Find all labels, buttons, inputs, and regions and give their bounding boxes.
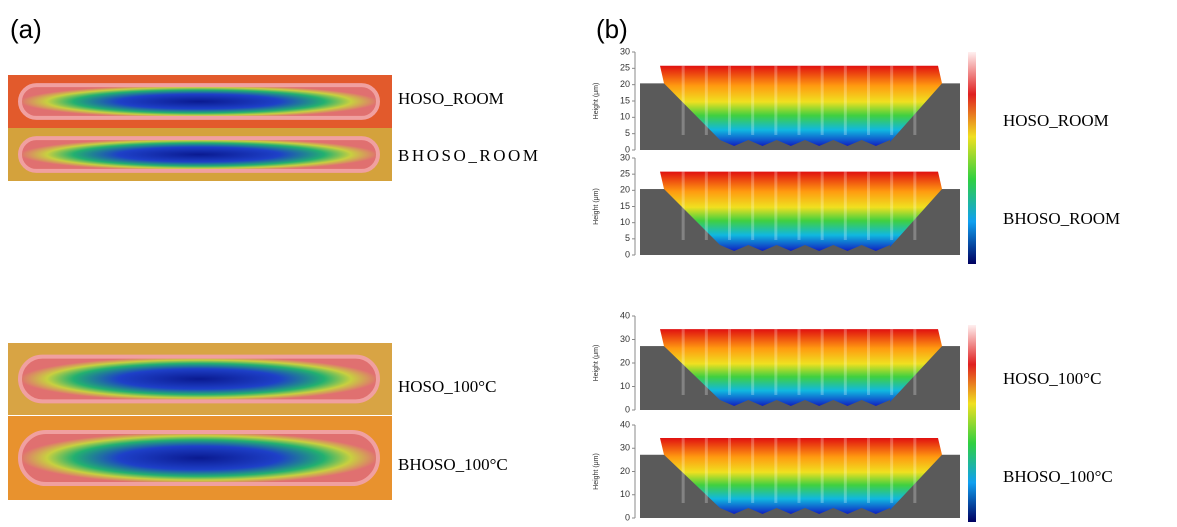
tick-label: 0: [625, 249, 630, 259]
sample-label: BHOSO_100°C: [398, 455, 508, 474]
tick-label: 30: [620, 334, 630, 344]
tick-label: 10: [620, 489, 630, 499]
tick-label: 20: [620, 79, 630, 89]
tick-label: 10: [620, 217, 630, 227]
panel-label: (a): [10, 14, 42, 44]
axis-label: Height (μm): [593, 83, 600, 120]
axis-label: Height (μm): [593, 345, 600, 382]
tick-label: 25: [620, 63, 630, 73]
axis-label: Height (μm): [593, 453, 600, 490]
tick-label: 20: [620, 185, 630, 195]
groove: [18, 429, 380, 487]
profile: [660, 171, 942, 251]
tick-label: 10: [620, 381, 630, 391]
tick-label: 30: [620, 46, 630, 56]
tick-label: 0: [625, 512, 630, 522]
tick-label: 10: [620, 112, 630, 122]
profile: [660, 438, 942, 514]
profile: [660, 329, 942, 406]
tick-label: 25: [620, 169, 630, 179]
tick-label: 30: [620, 443, 630, 453]
sample-label: BHOSO_ROOM: [1003, 209, 1120, 228]
tick-label: 15: [620, 201, 630, 211]
profile: [660, 65, 942, 146]
groove: [18, 354, 380, 404]
tick-label: 40: [620, 310, 630, 320]
tick-label: 5: [625, 233, 630, 243]
sample-label: HOSO_ROOM: [398, 89, 504, 108]
colorbar: [968, 325, 976, 522]
tick-label: 0: [625, 404, 630, 414]
sample-label: BHOSO_100°C: [1003, 467, 1113, 486]
groove: [18, 83, 380, 120]
tick-label: 15: [620, 95, 630, 105]
sample-label: HOSO_100°C: [1003, 369, 1101, 388]
sample-label: BHOSO_ROOM: [398, 146, 538, 165]
sample-label: HOSO_ROOM: [1003, 111, 1109, 130]
groove: [18, 136, 380, 173]
tick-label: 40: [620, 419, 630, 429]
axis-label: Height (μm): [593, 188, 600, 225]
colorbar: [968, 52, 976, 264]
tick-label: 30: [620, 152, 630, 162]
tick-label: 20: [620, 357, 630, 367]
sample-label: HOSO_100°C: [398, 377, 496, 396]
tick-label: 0: [625, 144, 630, 154]
tick-label: 5: [625, 128, 630, 138]
panel-label: (b): [596, 14, 628, 44]
tick-label: 20: [620, 466, 630, 476]
